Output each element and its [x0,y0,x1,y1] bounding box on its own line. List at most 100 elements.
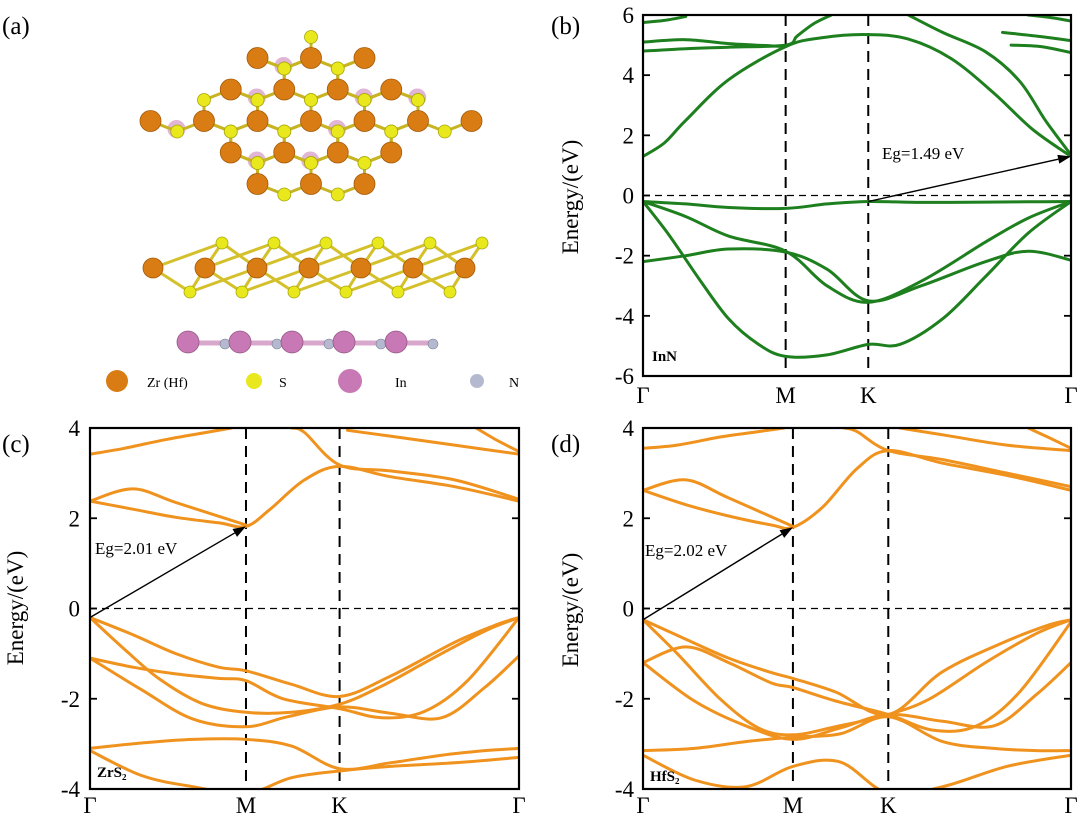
band-vb5 [90,737,519,771]
zr-s-bond [241,266,310,294]
y-tick-label: 0 [623,184,635,209]
y-tick-label: 4 [69,416,81,441]
y-tick-label: -6 [615,364,634,389]
zr-atom [326,141,349,164]
zr-atom [194,257,216,279]
s-atom [235,285,249,299]
zr-atom [402,257,424,279]
band-vb4 [643,200,1071,359]
legend-item-in: In [338,369,407,393]
band-vb1 [90,616,519,699]
band-vb6 [643,753,1071,789]
panel-c-zrs2-bands: (c) Energy/(eV) -4 -2 0 2 4 Γ M K Γ Eg=2.01 eV ZrS… [2,416,526,818]
s-atom [170,124,185,139]
y-tick-label: -2 [61,687,80,712]
s-atom [250,93,265,107]
zr-atom [246,257,268,279]
x-tick-label-0: Γ [636,383,649,408]
material-label: InN [652,349,677,365]
band-cb7 [1001,30,1071,43]
band-vb1 [643,199,1071,211]
gap-arrow-head [1057,154,1071,164]
y-axis-label: Energy/(eV) [3,551,28,666]
x-tick-label-1: M [775,383,795,408]
n-atom [375,338,387,350]
s-atom [475,236,489,250]
zr-atom [219,141,242,164]
y-tick-label: 4 [623,63,635,88]
s-atom [330,61,345,76]
band-cb5 [906,15,1071,157]
zr-atom [353,173,376,195]
panel-b-inn-bands: (b) Energy/(eV) -6 -4 -2 0 2 4 6 Γ M K Γ Eg=1.49 eV… [551,3,1078,408]
y-tick-label: -4 [615,777,635,802]
band-vb4 [643,661,1071,741]
band-cb2 [90,487,248,527]
band-cb3 [643,428,786,450]
y-tick-label: -2 [615,687,634,712]
x-tick-label-3: Γ [512,793,525,818]
x-tick-label-3: Γ [1064,793,1077,818]
band-cb5 [345,428,519,456]
band-vb2 [643,618,1071,737]
s-atom [423,236,437,250]
x-tick-label-2: K [860,383,877,408]
s-atom [197,93,211,107]
gap-arrow-head [232,526,246,537]
s-atom [287,285,301,299]
legend-label-n: N [509,376,519,391]
in-atom [384,330,408,354]
x-tick-label-1: M [783,793,803,818]
band-lines [90,428,519,789]
zr-atom [460,110,483,132]
zr-atom [300,173,322,195]
zr-atom-swatch [106,370,128,392]
legend-label-zr: Zr (Hf) [147,376,188,391]
zr-atom [353,110,376,132]
panel-a-structure: (a) Zr (Hf) S In N [2,13,519,393]
s-atom [304,156,318,170]
s-atom [304,93,318,107]
zr-s-bond [397,266,466,294]
s-atom [443,285,457,299]
band-cb6 [1009,43,1071,55]
panel-d-hfs2-bands: (d) Energy/(eV) -4 -2 0 2 4 Γ M K Γ Eg=2.02 eV HfS… [551,416,1078,818]
band-cb6 [474,428,519,453]
in-atom [176,330,200,354]
band-plot: -4 -2 0 2 4 Γ M K Γ Eg=2.01 eV ZrS₂ [61,416,526,818]
y-tick-label: 0 [623,597,635,622]
s-atom [267,236,281,250]
panel-letter-a: (a) [2,13,30,40]
y-axis-label: Energy/(eV) [558,140,583,255]
zr-atom [353,47,376,69]
material-label: HfS₂ [650,769,680,785]
zr-atom [454,257,476,279]
material-label: ZrS₂ [97,765,127,781]
band-cb1 [643,33,1071,158]
zr-atom [298,257,320,279]
band-plot: -6 -4 -2 0 2 4 6 Γ M K Γ Eg=1.49 eV InN [615,3,1078,408]
s-atom [411,93,425,107]
x-tick-label-2: K [331,793,348,818]
s-atom [215,236,229,250]
s-atom [330,124,345,139]
band-lines [643,15,1071,359]
zr-s-bond [189,266,258,294]
x-tick-label-2: K [880,793,897,818]
in-atom [280,330,304,354]
band-vb1 [643,618,1071,717]
panel-letter-c: (c) [2,431,30,458]
in-atom [332,330,356,354]
zr-atom [246,47,269,69]
band-cb1 [90,464,519,529]
y-tick-label: 2 [623,123,635,148]
s-atom [357,156,372,170]
s-atom [183,285,197,299]
legend-item-n: N [470,374,519,391]
band-plot: -4 -2 0 2 4 Γ M K Γ Eg=2.02 eV HfS₂ [615,416,1078,818]
zr-atom [380,78,403,101]
zr-atom [139,110,162,132]
zr-atom [300,47,322,69]
legend-item-zr: Zr (Hf) [106,370,188,392]
zr-s-bond [152,241,223,270]
